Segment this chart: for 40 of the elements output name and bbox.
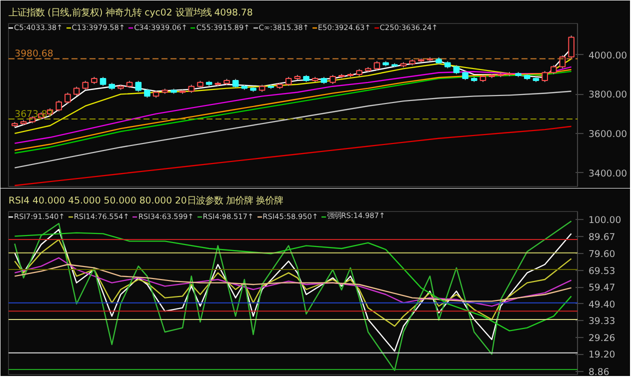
candlestick xyxy=(568,35,574,59)
y-tick-label: 29.26 xyxy=(588,332,616,344)
line-series xyxy=(14,90,572,168)
y-tick-label: 8.86 xyxy=(588,366,610,378)
line-series xyxy=(14,228,572,352)
y-tick-label: 39.33 xyxy=(588,316,616,328)
candlestick xyxy=(56,100,62,112)
y-tick-label: 3400.00 xyxy=(588,168,628,180)
line-series xyxy=(14,264,572,302)
y-tick-label: 3800.00 xyxy=(588,90,628,101)
candlestick xyxy=(73,86,80,96)
ref-line-label: 3980.68 xyxy=(14,48,54,60)
line-series xyxy=(14,220,572,371)
candlestick xyxy=(542,70,548,83)
candlestick xyxy=(100,76,106,86)
line-series xyxy=(14,257,572,307)
y-tick-label: 79.60 xyxy=(588,249,616,260)
candlestick xyxy=(232,78,239,88)
candlestick xyxy=(374,60,380,71)
line-series xyxy=(14,58,572,134)
chart-title: 上证指数 (日线,前复权) 神奇九转 cyc02 设置均线 4098.78 xyxy=(8,8,253,18)
y-tick-label: 19.20 xyxy=(588,350,616,361)
candlestick xyxy=(82,80,89,90)
y-tick-label: 49.40 xyxy=(588,299,616,310)
line-series xyxy=(14,126,572,186)
chart-title: RSI4 40.000 45.000 50.000 80.000 20日波参数 加价牌 换价牌 xyxy=(8,196,283,206)
y-tick-label: 59.47 xyxy=(588,282,616,294)
candlestick xyxy=(330,74,336,84)
candlestick xyxy=(462,70,468,81)
candlestick xyxy=(453,64,460,75)
candlestick xyxy=(285,76,292,86)
y-tick-label: 69.53 xyxy=(588,266,616,277)
candlestick xyxy=(64,92,71,104)
candlestick xyxy=(144,88,150,98)
candlestick xyxy=(135,80,142,92)
y-tick-label: 100.00 xyxy=(588,215,622,226)
candlestick xyxy=(550,64,557,75)
y-tick-label: 4000.00 xyxy=(588,50,628,62)
y-tick-label: 3600.00 xyxy=(588,128,628,140)
y-tick-label: 89.67 xyxy=(588,232,616,244)
